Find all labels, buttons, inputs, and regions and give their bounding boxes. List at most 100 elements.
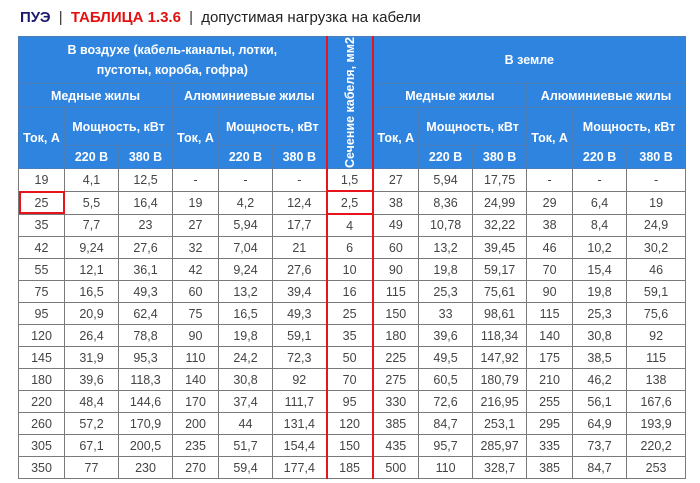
header-power: Мощность, кВт — [217, 106, 328, 147]
table-cell: 24,99 — [472, 190, 528, 215]
table-cell: 49,5 — [418, 346, 474, 370]
table-cell: 95,3 — [118, 346, 173, 370]
table-cell: 5,5 — [64, 190, 119, 215]
table-cell: 78,8 — [118, 324, 173, 348]
table-cell: 23 — [118, 213, 173, 238]
table-cell: 253,1 — [472, 412, 528, 436]
table-row: 350 77 230 270 59,4 177,4 185 500 110 328,7 385 84,… — [18, 456, 687, 480]
table-cell: 170 — [172, 390, 219, 414]
table-row: 25 5,5 16,4 19 4,2 12,4 2,5 38 8,36 24,99 29 6,4 19 — [18, 190, 687, 216]
table-row: 42 9,24 27,6 32 7,04 21 6 60 13,2 39,45 46 10,2 30,2 — [18, 236, 687, 260]
table-cell: 25,3 — [418, 280, 474, 304]
table-cell: 95 — [18, 302, 65, 326]
table-cell: 170,9 — [118, 412, 173, 436]
table-row: 180 39,6 118,3 140 30,8 92 70 275 60,5 180,79 210 4… — [18, 368, 687, 392]
table-cell: 253 — [626, 456, 687, 480]
table-cell: 4,1 — [64, 168, 119, 192]
table-cell: 59,17 — [472, 258, 528, 282]
table-cell: 44 — [218, 412, 273, 436]
table-cell: 12,4 — [271, 190, 328, 215]
cell-section: 50 — [325, 346, 374, 370]
table-cell: 4,2 — [218, 190, 273, 215]
table-cell: 32 — [172, 236, 219, 260]
table-cell: 26,4 — [64, 324, 119, 348]
cable-load-table: В воздухе (кабель-каналы, лотки, пустоты… — [17, 36, 687, 480]
table-cell: 98,61 — [472, 302, 528, 326]
table-cell: 16,4 — [118, 190, 173, 215]
table-cell: 5,94 — [218, 213, 273, 238]
table-cell: 140 — [526, 324, 574, 348]
header-air: В воздухе (кабель-каналы, лотки, пустоты… — [17, 36, 328, 84]
table-cell: 33 — [418, 302, 474, 326]
table-cell: 51,7 — [218, 434, 273, 458]
table-row: 55 12,1 36,1 42 9,24 27,6 10 90 19,8 59,17 70 15,4 4… — [18, 258, 687, 282]
cell-section: 70 — [325, 368, 374, 392]
table-cell: 46 — [526, 236, 574, 260]
header-220v: 220 В — [64, 145, 119, 170]
header-power: Мощность, кВт — [418, 106, 528, 147]
table-cell: 60 — [172, 280, 219, 304]
table-cell: 435 — [372, 434, 420, 458]
table-cell: 13,2 — [418, 236, 474, 260]
table-cell: 118,3 — [118, 368, 173, 392]
table-cell: 48,4 — [64, 390, 119, 414]
table-cell: 177,4 — [271, 456, 328, 480]
table-cell: 305 — [18, 434, 65, 458]
table-cell: 72,3 — [271, 346, 328, 370]
table-cell: 90 — [172, 324, 219, 348]
header-current: Ток, А — [172, 106, 219, 170]
table-cell: 35 — [18, 213, 65, 238]
title-separator: | — [189, 9, 194, 26]
table-cell: 75,6 — [626, 302, 687, 326]
table-cell: 140 — [172, 368, 219, 392]
table-cell: 90 — [372, 258, 420, 282]
table-cell: - — [572, 168, 628, 192]
table-cell: 27 — [172, 213, 219, 238]
table-cell: - — [271, 168, 328, 192]
table-cell: 59,1 — [271, 324, 328, 348]
table-cell: 295 — [526, 412, 574, 436]
header-section: Сечение кабеля, мм2 — [326, 36, 373, 169]
table-cell: 180,79 — [472, 368, 528, 392]
table-cell: 385 — [526, 456, 574, 480]
table-cell: 42 — [18, 236, 65, 260]
table-cell: 29 — [526, 190, 574, 215]
header-380v: 380 В — [271, 145, 328, 170]
header-380v: 380 В — [118, 145, 173, 170]
table-cell: - — [626, 168, 687, 192]
table-cell: 255 — [526, 390, 574, 414]
table-cell: 15,4 — [572, 258, 628, 282]
table-cell: - — [172, 168, 219, 192]
cell-section: 25 — [325, 302, 374, 326]
table-cell: 13,2 — [218, 280, 273, 304]
table-cell: 60,5 — [418, 368, 474, 392]
page-title: ПУЭ | ТАБЛИЦА 1.3.6 | допустимая нагрузк… — [20, 9, 421, 26]
table-cell: 16,5 — [64, 280, 119, 304]
table-cell: 138 — [626, 368, 687, 392]
table-row: 305 67,1 200,5 235 51,7 154,4 150 435 95,7 285,97… — [18, 434, 687, 458]
table-cell: 118,34 — [472, 324, 528, 348]
table-cell: 39,6 — [418, 324, 474, 348]
table-cell: 10,2 — [572, 236, 628, 260]
header-220v: 220 В — [572, 145, 628, 170]
header-power: Мощность, кВт — [64, 106, 173, 147]
table-cell: 59,1 — [626, 280, 687, 304]
table-cell: 31,9 — [64, 346, 119, 370]
cell-section: 35 — [325, 324, 374, 348]
table-cell: 59,4 — [218, 456, 273, 480]
table-cell: 154,4 — [271, 434, 328, 458]
table-cell: 180 — [18, 368, 65, 392]
title-table-number: ТАБЛИЦА 1.3.6 — [70, 9, 181, 26]
table-cell: 200,5 — [118, 434, 173, 458]
table-cell: 25,3 — [572, 302, 628, 326]
table-cell: 285,97 — [472, 434, 528, 458]
table-cell: 144,6 — [118, 390, 173, 414]
table-cell: - — [218, 168, 273, 192]
table-cell: 10,78 — [418, 213, 474, 238]
header-ground-aluminum: Алюминиевые жилы — [526, 83, 687, 108]
table-row: 120 26,4 78,8 90 19,8 59,1 35 180 39,6 118,34 140 3… — [18, 324, 687, 348]
cell-section: 2,5 — [325, 190, 374, 216]
table-cell: 147,92 — [472, 346, 528, 370]
table-cell: 75 — [172, 302, 219, 326]
table-cell: 38 — [526, 213, 574, 238]
